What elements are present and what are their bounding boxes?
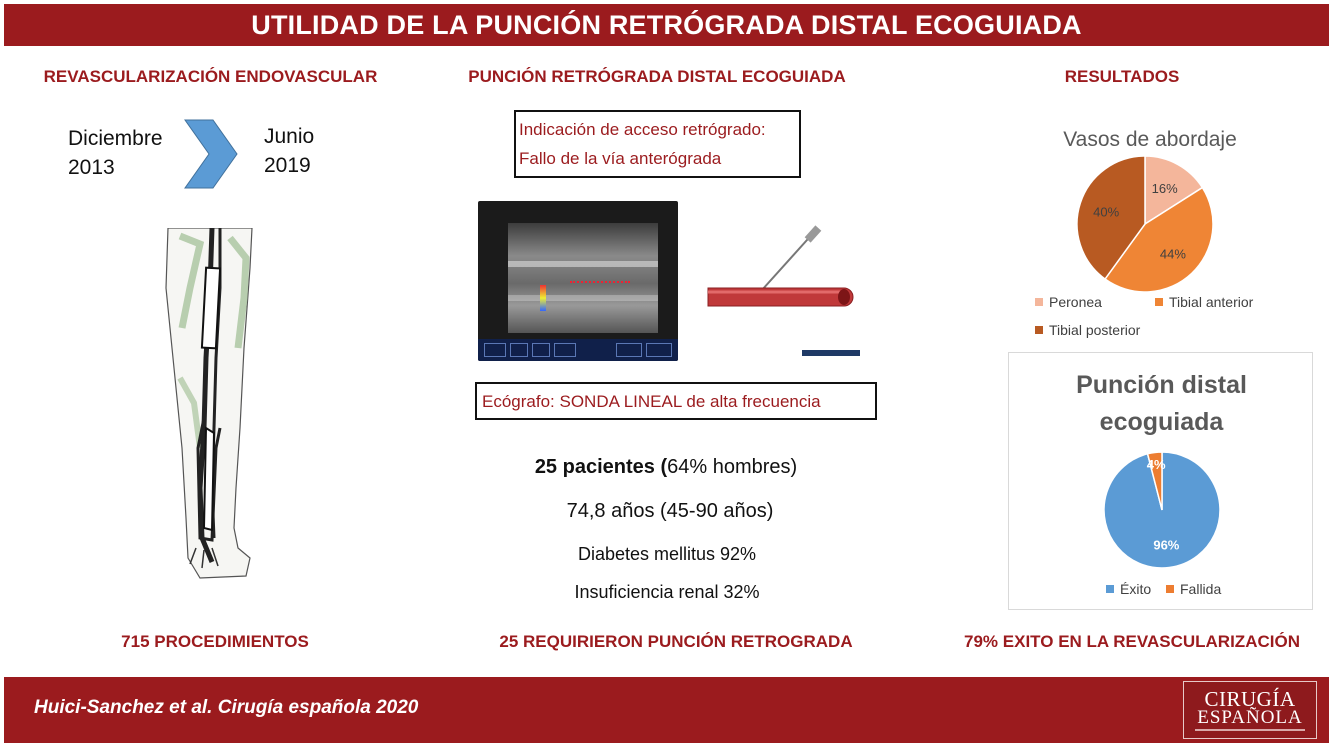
legend-label-fallida: Fallida bbox=[1180, 581, 1222, 597]
pie-label-tibial-posterior: 40% bbox=[1093, 204, 1119, 219]
left-bottom-heading: 715 PROCEDIMIENTOS bbox=[121, 632, 309, 651]
diabetes-stat: Diabetes mellitus 92% bbox=[577, 544, 757, 564]
echo-value: SONDA LINEAL de alta frecuencia bbox=[554, 392, 821, 411]
end-year: 2019 bbox=[264, 154, 311, 177]
ultrasound-screen bbox=[508, 223, 658, 333]
echo-label: Ecógrafo: bbox=[482, 392, 555, 411]
ultrasound-controls bbox=[478, 339, 678, 361]
indication-value: Fallo de la vía anterógrada bbox=[519, 149, 722, 168]
age-stat: 74,8 años (45-90 años) bbox=[566, 500, 774, 522]
page-title: UTILIDAD DE LA PUNCIÓN RETRÓGRADA DISTAL… bbox=[251, 9, 1082, 40]
logo-line2: ESPAÑOLA bbox=[1197, 707, 1303, 728]
chevron-right-icon bbox=[184, 119, 238, 189]
echo-line: Ecógrafo: SONDA LINEAL de alta frecuenci… bbox=[482, 390, 875, 414]
end-date: Junio 2019 bbox=[264, 122, 314, 180]
doppler-signal bbox=[540, 285, 546, 311]
legend-label-tibial-anterior: Tibial anterior bbox=[1169, 294, 1254, 310]
pie-slice-tibial-anterior bbox=[1103, 186, 1214, 293]
legend-item-tibial-anterior: Tibial anterior bbox=[1155, 294, 1253, 310]
start-year: 2013 bbox=[68, 156, 115, 179]
legend-label-tibial-posterior: Tibial posterior bbox=[1049, 322, 1141, 338]
echo-box: Ecógrafo: SONDA LINEAL de alta frecuenci… bbox=[475, 382, 877, 420]
title-banner: UTILIDAD DE LA PUNCIÓN RETRÓGRADA DISTAL… bbox=[4, 4, 1329, 46]
end-month: Junio bbox=[264, 125, 315, 148]
pie-chart-puncion: 96% 4% bbox=[1103, 451, 1221, 569]
legend-swatch-peronea bbox=[1035, 298, 1043, 306]
left-heading: REVASCULARIZACIÓN ENDOVASCULAR bbox=[43, 67, 378, 86]
start-month: Diciembre bbox=[68, 127, 163, 150]
pie2-title-line2: ecoguiada bbox=[1099, 408, 1224, 436]
patients-count: 25 pacientes ( bbox=[534, 456, 668, 478]
middle-bottom-heading: 25 REQUIRIERON PUNCIÓN RETROGRADA bbox=[499, 632, 853, 651]
legend-swatch-exito bbox=[1106, 585, 1114, 593]
indication-label: Indicación de acceso retrógrado: bbox=[519, 120, 766, 139]
pie-label-exito: 96% bbox=[1153, 538, 1179, 553]
logo-rule bbox=[1195, 729, 1305, 731]
patients-stat: 25 pacientes (64% hombres) bbox=[480, 456, 852, 479]
ultrasound-image bbox=[478, 201, 678, 361]
middle-heading: PUNCIÓN RETRÓGRADA DISTAL ECOGUIADA bbox=[468, 67, 846, 86]
renal-stat: Insuficiencia renal 32% bbox=[574, 582, 760, 602]
pie2-title: Punción distal ecoguiada bbox=[1009, 367, 1314, 441]
pie-label-peronea: 16% bbox=[1152, 181, 1178, 196]
legend-item-tibial-posterior: Tibial posterior bbox=[1035, 322, 1140, 338]
legend-swatch-fallida bbox=[1166, 585, 1174, 593]
right-heading: RESULTADOS bbox=[1064, 67, 1180, 86]
pie-slice-fallida bbox=[1146, 451, 1163, 511]
legend-label-exito: Éxito bbox=[1120, 581, 1152, 597]
logo-line1: CIRUGÍA bbox=[1204, 687, 1296, 711]
pie-slice-tibial-posterior bbox=[1076, 155, 1146, 281]
legend-item-exito: Éxito bbox=[1106, 581, 1151, 597]
pie-label-fallida: 4% bbox=[1147, 457, 1166, 472]
legend-item-fallida: Fallida bbox=[1166, 581, 1221, 597]
legend-item-peronea: Peronea bbox=[1035, 294, 1102, 310]
pie-slice-peronea bbox=[1144, 155, 1204, 226]
needle-vessel-illustration bbox=[707, 225, 860, 356]
leg-illustration bbox=[165, 228, 253, 579]
legend-swatch-tibial-anterior bbox=[1155, 298, 1163, 306]
patients-gender: 64% hombres) bbox=[667, 456, 798, 478]
pie2-title-line1: Punción distal bbox=[1076, 371, 1247, 399]
start-date: Diciembre 2013 bbox=[68, 124, 163, 182]
right-bottom-heading: 79% EXITO EN LA REVASCULARIZACIÓN bbox=[964, 632, 1300, 651]
journal-logo: CIRUGÍA ESPAÑOLA bbox=[1183, 681, 1317, 739]
indication-box: Indicación de acceso retrógrado: Fallo d… bbox=[514, 110, 801, 178]
citation: Huici-Sanchez et al. Cirugía española 20… bbox=[34, 697, 419, 718]
chart-card-puncion: Punción distal ecoguiada 96% 4% Éxito Fal… bbox=[1008, 352, 1313, 610]
legend-label-peronea: Peronea bbox=[1049, 294, 1102, 310]
pie1-title: Vasos de abordaje bbox=[1063, 128, 1237, 151]
pie-chart-vasos: 16% 44% 40% bbox=[1076, 155, 1214, 293]
footer-banner: Huici-Sanchez et al. Cirugía española 20… bbox=[4, 677, 1329, 743]
pie-label-tibial-anterior: 44% bbox=[1160, 247, 1186, 262]
legend-swatch-tibial-posterior bbox=[1035, 326, 1043, 334]
